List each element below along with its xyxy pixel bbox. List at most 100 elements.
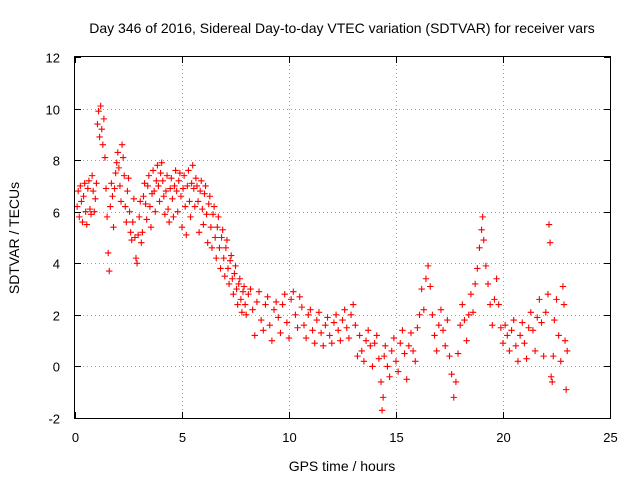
data-point-marker: [531, 347, 539, 355]
data-point-marker: [122, 203, 129, 210]
data-point-marker: [497, 324, 505, 331]
data-point-marker: [253, 298, 261, 306]
data-point-marker: [76, 213, 83, 221]
data-point-marker: [85, 177, 93, 184]
data-point-marker: [260, 327, 267, 334]
data-point-marker: [114, 149, 121, 156]
data-point-marker: [226, 257, 234, 264]
data-point-marker: [371, 340, 378, 347]
data-point-marker: [328, 340, 335, 347]
data-point-marker: [354, 352, 361, 360]
y-tick-label: 0: [53, 360, 60, 375]
data-point-marker: [101, 154, 109, 161]
data-point-marker: [326, 332, 333, 339]
data-point-marker: [172, 167, 179, 174]
data-point-marker: [216, 244, 223, 252]
data-point-marker: [203, 211, 210, 218]
data-point-marker: [89, 187, 97, 195]
data-point-marker: [110, 223, 117, 231]
data-point-marker: [241, 301, 249, 308]
data-point-marker: [474, 265, 481, 272]
data-point-marker: [205, 200, 212, 208]
data-point-marker: [335, 327, 342, 334]
data-point-marker: [209, 211, 217, 218]
data-point-marker: [174, 208, 181, 215]
data-point-marker: [495, 301, 502, 308]
data-point-marker: [144, 182, 151, 190]
data-point-marker: [141, 180, 148, 187]
data-point-marker: [482, 262, 490, 270]
data-point-marker: [341, 306, 348, 313]
data-point-marker: [129, 218, 136, 226]
data-point-marker: [164, 205, 172, 213]
data-point-marker: [231, 270, 238, 277]
data-point-marker: [149, 167, 157, 174]
data-point-marker: [437, 306, 445, 313]
data-point-marker: [307, 306, 314, 313]
data-point-marker: [514, 358, 522, 365]
data-point-marker: [182, 203, 189, 210]
data-point-marker: [270, 306, 278, 313]
data-point-marker: [219, 226, 226, 233]
data-point-marker: [235, 280, 242, 288]
data-point-marker: [80, 193, 87, 200]
data-point-marker: [155, 182, 162, 190]
data-point-marker: [345, 334, 353, 342]
data-point-marker: [152, 208, 159, 215]
data-point-marker: [367, 342, 374, 349]
data-point-marker: [277, 329, 284, 337]
y-tick-label: 12: [46, 51, 60, 66]
data-point-marker: [300, 321, 308, 329]
data-point-marker: [347, 311, 355, 319]
data-point-marker: [170, 213, 177, 221]
data-point-marker: [229, 275, 236, 282]
data-point-marker: [133, 260, 141, 267]
data-point-marker: [392, 358, 400, 365]
data-point-marker: [184, 182, 191, 190]
data-point-marker: [204, 239, 211, 246]
data-point-marker: [523, 355, 530, 362]
data-point-marker: [373, 332, 380, 339]
data-point-marker: [294, 324, 301, 331]
data-point-marker: [201, 190, 208, 197]
data-point-marker: [493, 275, 500, 282]
data-point-marker: [221, 272, 228, 280]
data-point-marker: [160, 193, 168, 200]
data-point-marker: [143, 216, 150, 223]
data-point-marker: [93, 180, 100, 187]
data-point-marker: [399, 327, 406, 334]
data-point-marker: [369, 363, 376, 370]
data-point-marker: [388, 347, 395, 355]
data-point-marker: [142, 200, 149, 208]
chart-title: Day 346 of 2016, Sidereal Day-to-day VTE…: [89, 20, 595, 36]
data-point-marker: [281, 291, 288, 298]
data-point-marker: [167, 185, 174, 192]
data-point-marker: [521, 340, 528, 347]
data-point-marker: [245, 291, 252, 298]
data-point-marker: [562, 386, 570, 393]
data-point-marker: [339, 316, 346, 324]
data-point-marker: [352, 321, 359, 329]
data-point-marker: [422, 275, 430, 282]
data-point-marker: [113, 159, 120, 166]
data-point-marker: [107, 203, 114, 210]
x-tick-label: 25: [603, 430, 617, 445]
data-point-marker: [165, 218, 173, 226]
data-point-marker: [332, 311, 340, 319]
data-point-marker: [506, 347, 513, 355]
data-point-marker: [555, 332, 562, 339]
data-point-marker: [239, 288, 247, 295]
data-point-marker: [381, 352, 388, 360]
data-point-marker: [480, 236, 487, 244]
data-point-marker: [234, 301, 241, 308]
data-point-marker: [117, 198, 125, 205]
data-point-marker: [251, 332, 258, 339]
data-point-marker: [132, 254, 140, 262]
data-point-marker: [309, 327, 316, 334]
data-point-marker: [298, 303, 306, 311]
plot-grid: [75, 57, 610, 418]
data-point-marker: [179, 185, 187, 192]
data-point-marker: [546, 239, 554, 246]
data-point-marker: [193, 182, 201, 190]
data-point-marker: [134, 231, 142, 239]
